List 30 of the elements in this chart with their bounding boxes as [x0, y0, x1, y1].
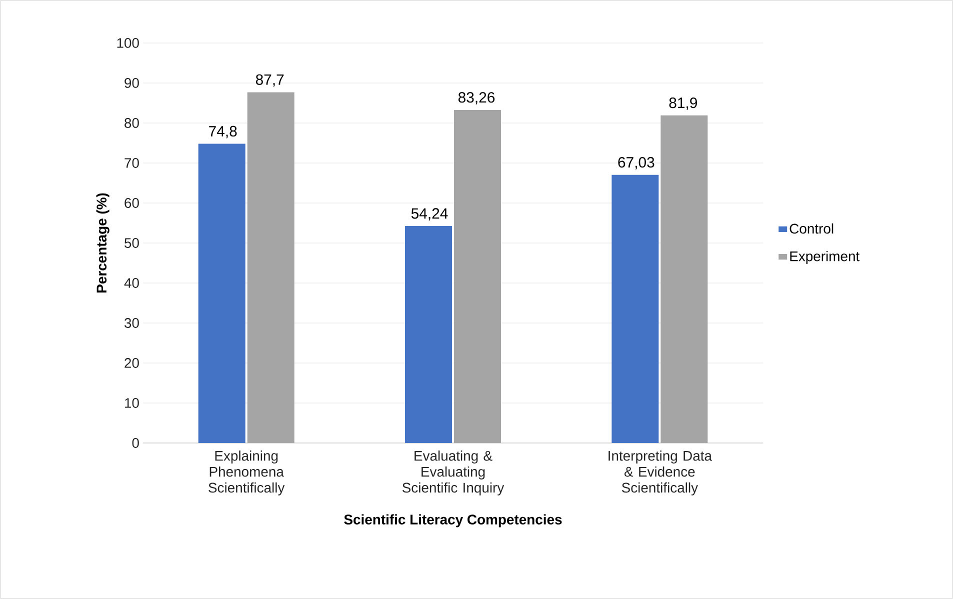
data-label: 83,26 [458, 92, 495, 104]
data-label: 87,7 [256, 74, 284, 87]
y-tick-label: 0 [132, 438, 139, 448]
y-tick-label: 30 [124, 318, 139, 328]
y-tick-label: 60 [124, 198, 139, 208]
x-tick-label: Evaluating & Evaluating Scientific Inquiry [402, 450, 504, 496]
y-tick-label: 40 [124, 278, 139, 288]
y-tick-label: 10 [125, 398, 139, 408]
bar [612, 174, 659, 443]
x-tick-label: Interpreting Data & Evidence Scientifically [608, 450, 712, 496]
y-axis-title: Percentage (%) [96, 193, 110, 292]
x-axis-title: Scientific Literacy Competencies [344, 514, 562, 528]
data-label: 81,9 [669, 98, 697, 110]
bar [454, 110, 501, 443]
bar [660, 115, 708, 443]
y-tick-label: 90 [124, 78, 139, 88]
data-label: 67,03 [618, 157, 654, 170]
legend-label: Control [790, 223, 834, 234]
legend-label: Experiment [790, 250, 860, 264]
y-tick-label: 80 [124, 118, 139, 128]
data-label: 54,24 [411, 208, 448, 221]
y-tick-label: 70 [124, 158, 139, 168]
data-label: 74,8 [209, 126, 237, 138]
y-tick-label: 20 [124, 358, 139, 368]
bar [247, 92, 294, 443]
y-tick-label: 50 [124, 238, 139, 248]
bar [198, 144, 246, 443]
y-tick-label: 100 [117, 38, 139, 48]
x-tick-label: Explaining Phenomena Scientifically [208, 450, 285, 496]
bar [405, 226, 452, 443]
